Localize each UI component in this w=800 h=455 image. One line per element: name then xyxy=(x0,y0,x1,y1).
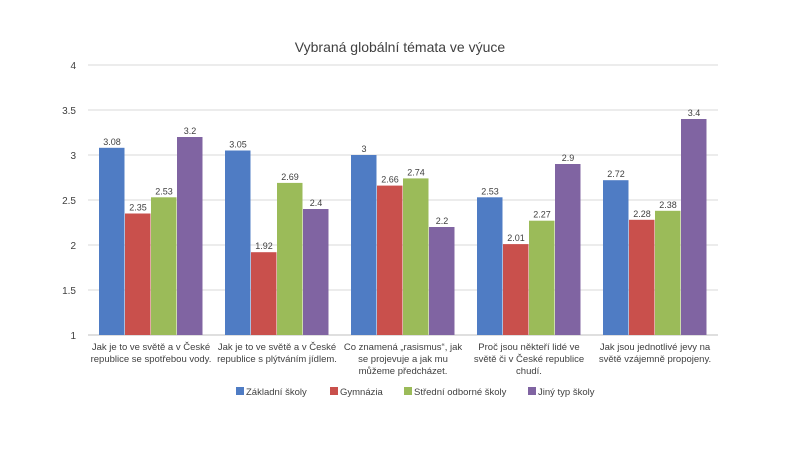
data-label: 2.2 xyxy=(436,216,449,226)
bar xyxy=(377,185,403,335)
category-label: Jak je to ve světě a v České republice se… xyxy=(91,342,212,365)
legend-item: Střední odborné školy xyxy=(404,387,507,398)
data-label: 2.74 xyxy=(407,167,425,177)
bar xyxy=(655,210,681,335)
category-label: Jak je to ve světě a v České republice s … xyxy=(217,342,337,365)
bar xyxy=(603,180,629,335)
y-tick-label: 4 xyxy=(70,61,76,72)
bar xyxy=(477,197,503,335)
data-label: 2.38 xyxy=(659,200,677,210)
data-label: 3.05 xyxy=(229,140,247,150)
bar xyxy=(629,219,655,335)
legend-label: Jiný typ školy xyxy=(538,387,595,398)
legend-label: Základní školy xyxy=(246,387,307,398)
bar xyxy=(429,227,455,335)
data-label: 2.72 xyxy=(607,169,625,179)
bar xyxy=(303,209,329,335)
category-label: Jak jsou jednotlivé jevy na světě vzájemn… xyxy=(599,342,711,365)
data-label: 2.53 xyxy=(481,186,499,196)
y-tick-label: 3.5 xyxy=(62,106,76,117)
legend-swatch xyxy=(404,387,412,395)
bar xyxy=(503,244,529,335)
y-tick-label: 2.5 xyxy=(62,196,76,207)
bar xyxy=(125,213,151,335)
data-label: 2.4 xyxy=(310,198,323,208)
y-tick-label: 1 xyxy=(70,331,76,342)
legend-item: Gymnázia xyxy=(330,387,383,398)
bar xyxy=(681,119,707,335)
data-label: 2.35 xyxy=(129,203,147,213)
data-label: 2.53 xyxy=(155,186,173,196)
legend-label: Gymnázia xyxy=(340,387,383,398)
bar xyxy=(555,164,581,335)
legend-swatch xyxy=(330,387,338,395)
data-label: 2.9 xyxy=(562,153,575,163)
data-label: 3.2 xyxy=(184,126,197,136)
bar xyxy=(529,220,555,335)
y-tick-label: 3 xyxy=(70,151,76,162)
bar xyxy=(99,147,125,335)
data-label: 2.69 xyxy=(281,172,299,182)
y-tick-label: 2 xyxy=(70,241,76,252)
bar xyxy=(251,252,277,335)
data-label: 2.01 xyxy=(507,233,525,243)
legend-swatch xyxy=(528,387,536,395)
bar xyxy=(351,155,377,335)
chart-title: Vybraná globální témata ve výuce xyxy=(295,39,506,55)
bar xyxy=(151,197,177,335)
data-label: 1.92 xyxy=(255,241,273,251)
category-label: Co znamená „rasismus“, jak se projevuje a… xyxy=(344,342,463,377)
y-tick-label: 1.5 xyxy=(62,286,76,297)
legend-item: Jiný typ školy xyxy=(528,387,595,398)
data-label: 2.27 xyxy=(533,210,551,220)
data-label: 2.66 xyxy=(381,175,399,185)
legend-label: Střední odborné školy xyxy=(414,387,507,398)
legend-swatch xyxy=(236,387,244,395)
bar xyxy=(277,182,303,335)
bar xyxy=(177,137,203,335)
bar xyxy=(225,150,251,335)
data-label: 3.08 xyxy=(103,137,121,147)
data-label: 2.28 xyxy=(633,209,651,219)
data-label: 3 xyxy=(361,144,366,154)
bar xyxy=(403,178,429,335)
legend-item: Základní školy xyxy=(236,387,307,398)
data-label: 3.4 xyxy=(688,108,701,118)
category-label: Proč jsou někteří lidé ve světě či v Česk… xyxy=(474,342,584,377)
